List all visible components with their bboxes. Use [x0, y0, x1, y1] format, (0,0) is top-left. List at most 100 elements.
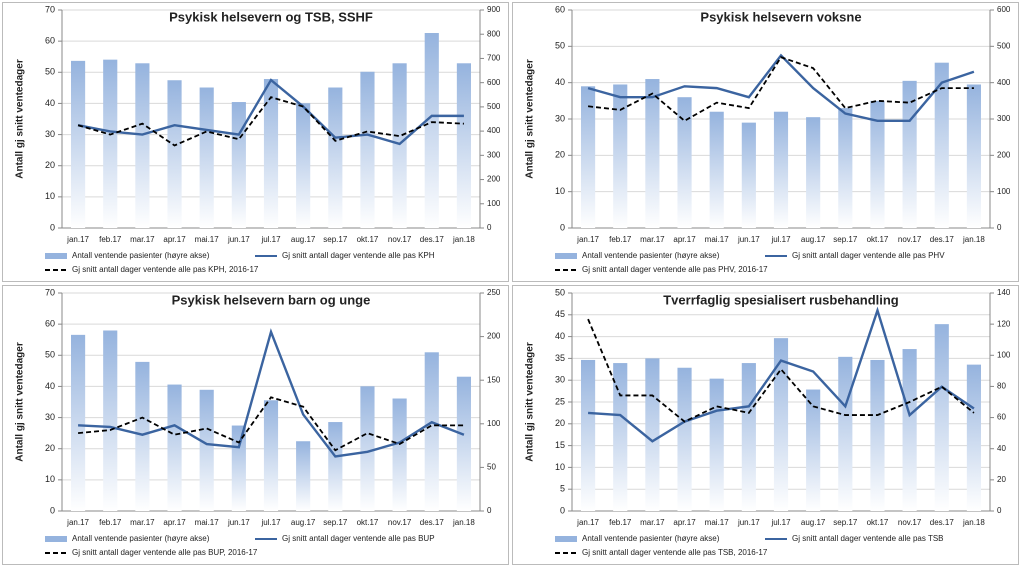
bar — [677, 367, 692, 511]
y2-tick-label: 140 — [997, 288, 1011, 297]
y-tick-label: 10 — [555, 462, 565, 472]
line — [587, 53, 975, 123]
x-tick-label: apr.17 — [163, 235, 186, 244]
bar — [934, 62, 949, 228]
chart-title: Psykisk helsevern barn og unge — [172, 292, 371, 307]
y2-tick-label: 800 — [487, 29, 501, 38]
y-tick-label: 25 — [555, 396, 565, 406]
bar — [806, 117, 821, 228]
y2-tick-label: 700 — [487, 54, 501, 63]
bar — [838, 108, 853, 228]
legend-label: Gj snitt antall dager ventende alle pas … — [72, 548, 258, 557]
chart-panel: 0 10 20 30 40 50 60 70 0 50 100 150 200 250 Psykisk he… — [2, 285, 509, 565]
y-axis-label: Antall gj snitt ventedager — [15, 59, 26, 179]
y-tick-label: 10 — [45, 474, 55, 484]
y-tick-label: 10 — [45, 191, 55, 201]
legend-label: Gj snitt antall dager ventende alle pas … — [792, 534, 944, 543]
bar — [613, 84, 628, 228]
panel-border — [512, 285, 1019, 565]
y2-tick-label: 900 — [487, 5, 501, 14]
x-tick-label: des.17 — [930, 235, 955, 244]
x-tick-label: mai.17 — [705, 518, 730, 527]
x-tick-label: feb.17 — [99, 518, 122, 527]
bar — [966, 364, 981, 511]
dashed-line — [587, 318, 975, 423]
bar — [806, 389, 821, 511]
x-tick-label: jul.17 — [770, 518, 791, 527]
legend-label: Gj snitt antall dager ventende alle pas … — [582, 265, 768, 274]
legend-label: Antall ventende pasienter (høyre akse) — [72, 251, 210, 260]
x-tick-label: apr.17 — [163, 518, 186, 527]
y-tick-label: 10 — [555, 186, 565, 196]
y2-tick-label: 300 — [487, 150, 501, 159]
x-tick-label: mai.17 — [195, 235, 220, 244]
bar — [773, 338, 789, 511]
legend-swatch — [45, 253, 67, 259]
y-tick-label: 60 — [45, 319, 55, 329]
bar — [934, 324, 949, 511]
bar — [456, 376, 471, 511]
bar — [328, 87, 343, 228]
legend-label: Antall ventende pasienter (høyre akse) — [72, 534, 210, 543]
y-tick-label: 30 — [555, 113, 565, 123]
x-tick-label: sep.17 — [833, 518, 858, 527]
y2-tick-label: 100 — [487, 419, 501, 428]
chart-panel: 0 5 10 15 20 25 30 35 40 45 50 0 20 40 60 80 100 120 140 Tv… — [512, 285, 1019, 565]
x-tick-label: sep.17 — [323, 518, 348, 527]
bar — [870, 100, 885, 228]
y2-tick-label: 250 — [487, 288, 501, 297]
y2-tick-label: 600 — [487, 78, 501, 87]
x-tick-label: mar.17 — [640, 518, 665, 527]
bar — [103, 59, 118, 229]
line — [587, 306, 975, 443]
chart-title: Psykisk helsevern og TSB, SSHF — [169, 9, 373, 24]
bar — [328, 422, 343, 511]
x-tick-label: jun.17 — [737, 518, 760, 527]
y2-tick-label: 500 — [487, 102, 501, 111]
y2-tick-label: 80 — [997, 382, 1006, 391]
y2-tick-label: 200 — [487, 332, 501, 341]
bar — [392, 63, 407, 229]
chart-title: Psykisk helsevern voksne — [700, 9, 861, 24]
y-axis-label: Antall gj snitt ventedager — [525, 342, 536, 462]
y-tick-label: 30 — [45, 412, 55, 422]
bar — [581, 86, 596, 228]
bar — [360, 386, 375, 511]
dashed-line — [77, 96, 464, 147]
x-tick-label: nov.17 — [898, 235, 922, 244]
x-tick-label: jul.17 — [260, 235, 281, 244]
x-tick-label: mar.17 — [130, 235, 155, 244]
x-tick-label: jan.18 — [962, 518, 985, 527]
x-tick-label: jan.18 — [452, 235, 475, 244]
x-tick-label: aug.17 — [801, 235, 826, 244]
bar — [231, 425, 246, 511]
y-tick-label: 50 — [555, 287, 565, 297]
x-tick-label: jan.17 — [66, 518, 89, 527]
x-tick-label: okt.17 — [867, 518, 889, 527]
bar — [360, 71, 375, 229]
legend-label: Gj snitt antall dager ventende alle pas … — [282, 534, 435, 543]
y-tick-label: 0 — [50, 505, 55, 515]
x-tick-label: jun.17 — [227, 235, 250, 244]
x-tick-label: feb.17 — [609, 235, 632, 244]
y2-tick-label: 50 — [487, 463, 496, 472]
x-tick-label: jan.18 — [962, 235, 985, 244]
y-tick-label: 20 — [555, 418, 565, 428]
bar — [263, 79, 279, 229]
panel-border — [512, 2, 1019, 282]
bar — [135, 63, 150, 229]
legend-swatch — [45, 536, 67, 542]
bar — [645, 79, 660, 229]
legend-swatch — [555, 253, 577, 259]
x-tick-label: des.17 — [420, 235, 445, 244]
x-tick-label: mai.17 — [195, 518, 220, 527]
bar — [741, 122, 756, 228]
y2-tick-label: 60 — [997, 413, 1006, 422]
y-tick-label: 40 — [555, 77, 565, 87]
y-axis-label: Antall gj snitt ventedager — [525, 59, 536, 179]
bar — [741, 363, 756, 511]
x-tick-label: mai.17 — [705, 235, 730, 244]
bar — [677, 97, 692, 228]
y2-tick-label: 120 — [997, 319, 1011, 328]
